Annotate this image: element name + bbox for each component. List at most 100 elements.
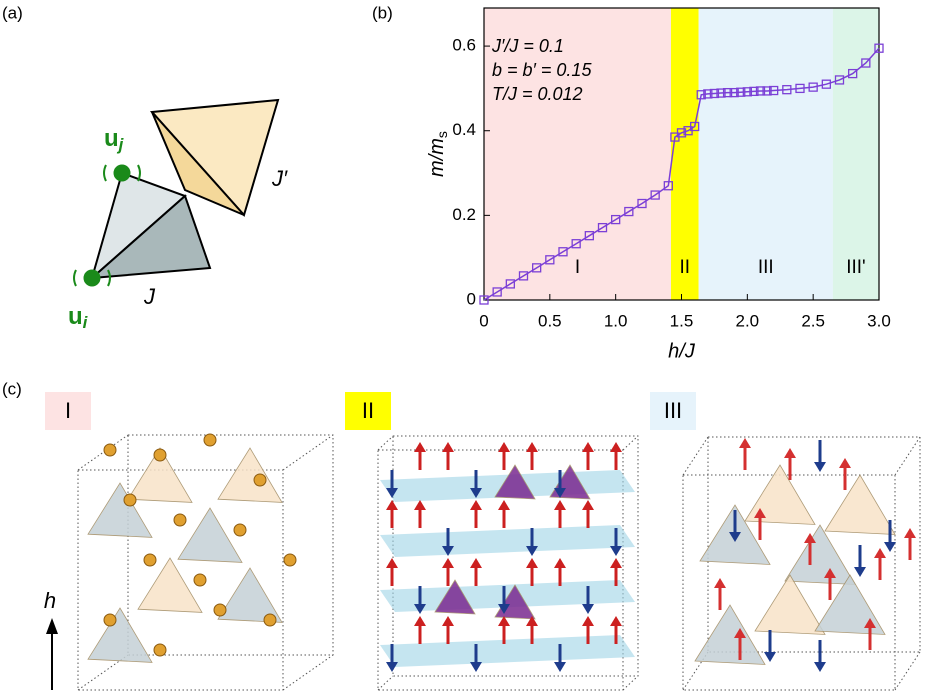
marker: [532, 263, 542, 273]
spin-head: [386, 558, 398, 568]
marker: [848, 68, 858, 79]
spin-head: [839, 458, 851, 468]
tetrahedron: [217, 447, 283, 503]
spin-head: [498, 442, 510, 452]
spin-head: [814, 462, 826, 472]
spin-head: [734, 628, 746, 638]
box-bg: [345, 392, 391, 430]
marker: [558, 247, 568, 257]
tetrahedron: [137, 557, 203, 613]
spin-head: [854, 567, 866, 577]
marker: [874, 43, 884, 53]
marker: [571, 239, 581, 249]
marker: [762, 86, 772, 96]
marker: [742, 87, 752, 97]
y-tick-label: 0.2: [452, 205, 476, 224]
marker: [545, 255, 555, 265]
label-ui: ui: [68, 303, 89, 332]
spin-ball: [153, 643, 167, 657]
marker: [624, 206, 634, 217]
tetrahedron: [127, 447, 193, 503]
spin-head: [470, 488, 482, 498]
spin-ball: [103, 443, 117, 457]
spin-head: [824, 568, 836, 578]
marker: [676, 128, 687, 138]
tetrahedron-yellow: [149, 98, 280, 218]
cube-outline: [77, 434, 334, 691]
region-label: III': [846, 257, 865, 278]
spin-head: [442, 546, 454, 556]
x-tick-label: 1.0: [604, 311, 628, 330]
tetrahedron: [434, 579, 476, 615]
box-label: II: [362, 398, 374, 423]
chart: I II III III'J′/J = 0.1b = b′ = 0.15T/J = 0…: [426, 7, 891, 362]
spin-head: [904, 528, 916, 538]
y-axis-label-main: m/m: [426, 138, 448, 177]
marker: [492, 287, 502, 297]
y-tick-label: 0.4: [452, 120, 476, 139]
marker: [722, 87, 733, 98]
spin-head: [414, 616, 426, 626]
marker: [821, 79, 831, 89]
spin-head: [610, 442, 622, 452]
spin-head: [582, 500, 594, 510]
spin-head: [526, 616, 538, 626]
marker: [736, 87, 746, 97]
marker: [769, 85, 779, 96]
region-label: III: [758, 257, 774, 278]
panel-label: (c): [2, 379, 22, 398]
spin-ball: [143, 553, 157, 567]
annotation: b = b′ = 0.15: [492, 60, 592, 80]
field-label: h: [44, 588, 56, 613]
spin-head: [764, 652, 776, 662]
spin-ball: [213, 603, 227, 617]
marker: [650, 190, 660, 200]
marker: [637, 198, 647, 209]
tetrahedron: [814, 574, 886, 635]
plane: [380, 635, 635, 667]
marker: [709, 88, 720, 99]
spin-head: [498, 500, 510, 510]
spin-ball: [283, 553, 297, 567]
spin-ball: [103, 613, 117, 627]
tetrahedron: [217, 567, 283, 623]
spin-ball: [263, 613, 277, 627]
tetrahedron: [87, 607, 153, 663]
spin-head: [470, 662, 482, 672]
spin-head: [554, 558, 566, 568]
spin-head: [754, 508, 766, 518]
spin-head: [386, 488, 398, 498]
marker: [479, 295, 489, 305]
spin-head: [814, 662, 826, 672]
tetrahedron: [784, 524, 856, 585]
marker: [696, 90, 706, 100]
spin-head: [784, 448, 796, 458]
marker: [861, 58, 871, 68]
region: [670, 8, 699, 300]
tetrahedron: [177, 507, 243, 563]
spin-ball: [173, 513, 187, 527]
sub: j: [117, 135, 125, 154]
spin-head: [582, 442, 594, 452]
spin-head: [554, 500, 566, 510]
spin-sites: [73, 164, 141, 287]
x-axis-label: h/J: [668, 340, 696, 362]
tetrahedron: [694, 604, 766, 665]
marker: [755, 86, 766, 96]
spin-ball: [203, 433, 217, 447]
spin-ball: [153, 448, 167, 462]
spin-head: [864, 618, 876, 628]
label-uj: uj: [104, 125, 125, 154]
tetrahedron: [824, 474, 896, 535]
plane: [380, 525, 635, 557]
spin-head: [414, 442, 426, 452]
region-label: I: [575, 257, 580, 278]
spin-head: [414, 500, 426, 510]
spin-ball: [233, 523, 247, 537]
x-tick-label: 2.5: [801, 311, 825, 330]
x-tick-label: 2.0: [736, 311, 760, 330]
box-bg: [45, 392, 91, 430]
spin-head: [884, 542, 896, 552]
spin-head: [442, 616, 454, 626]
